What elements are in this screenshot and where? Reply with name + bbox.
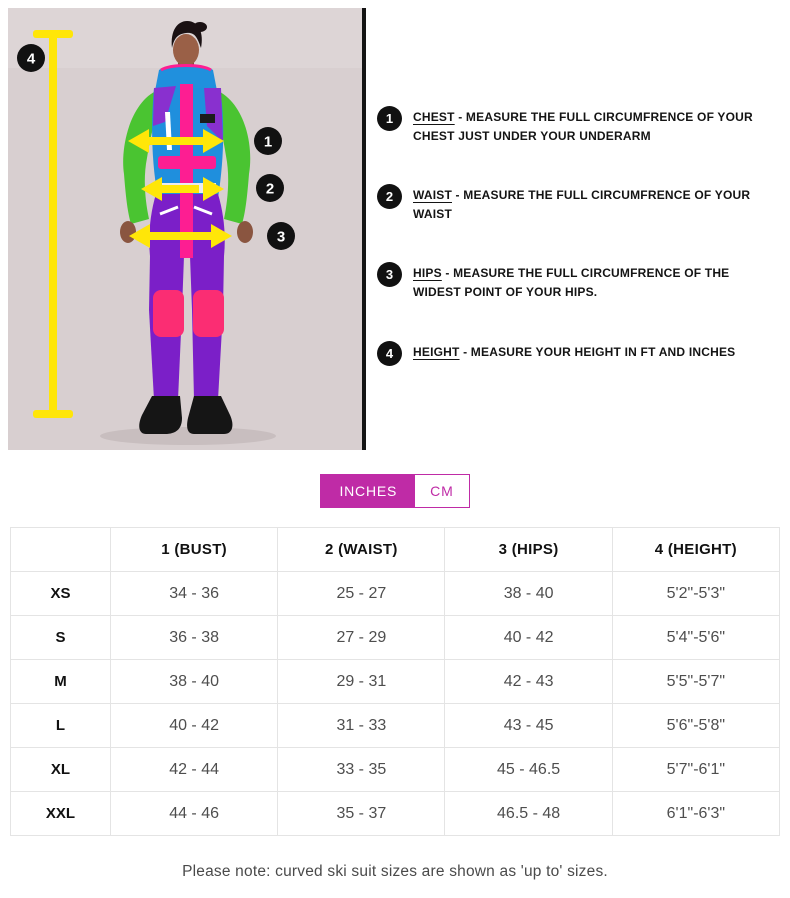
instruction-text: HIPS - MEASURE THE FULL CIRCUMFRENCE OF … — [413, 266, 730, 299]
hips-value: 42 - 43 — [444, 659, 613, 704]
height-measure-line — [33, 30, 73, 418]
waist-measure-arrow — [141, 177, 224, 201]
header-hips: 3 (HIPS) — [444, 527, 613, 572]
instruction-hips: 3 HIPS - MEASURE THE FULL CIRCUMFRENCE O… — [377, 262, 773, 301]
height-value: 5'6"-5'8" — [611, 703, 781, 748]
waist-value: 35 - 37 — [277, 791, 446, 836]
table-row-xxl: XXL 44 - 46 35 - 37 46.5 - 48 6'1"-6'3" — [10, 791, 781, 836]
instruction-chest: 1 CHEST - MEASURE THE FULL CIRCUMFRENCE … — [377, 106, 773, 145]
waist-value: 25 - 27 — [277, 571, 446, 616]
size-label: L — [10, 703, 111, 748]
instruction-number-badge: 4 — [377, 340, 402, 366]
svg-text:4: 4 — [27, 51, 36, 68]
size-label: S — [10, 615, 111, 660]
hips-value: 40 - 42 — [444, 615, 613, 660]
bust-value: 38 - 40 — [109, 659, 279, 704]
instruction-height: 4 HEIGHT - MEASURE YOUR HEIGHT IN FT AND… — [377, 340, 773, 366]
inches-tab[interactable]: INCHES — [321, 475, 416, 507]
waist-value: 27 - 29 — [277, 615, 446, 660]
measurement-instructions: 1 CHEST - MEASURE THE FULL CIRCUMFRENCE … — [377, 106, 773, 366]
instruction-text: HEIGHT - MEASURE YOUR HEIGHT IN FT AND I… — [413, 344, 736, 359]
size-label: M — [10, 659, 111, 704]
size-chart-table: 1 (BUST) 2 (WAIST) 3 (HIPS) 4 (HEIGHT) X… — [10, 527, 781, 836]
instruction-text: WAIST - MEASURE THE FULL CIRCUMFRENCE OF… — [413, 188, 751, 221]
size-label: XL — [10, 747, 111, 792]
bust-value: 36 - 38 — [109, 615, 279, 660]
table-row-s: S 36 - 38 27 - 29 40 - 42 5'4"-5'6" — [10, 615, 781, 660]
size-label: XXL — [10, 791, 111, 836]
chest-measure-arrow — [128, 129, 224, 153]
hips-value: 38 - 40 — [444, 571, 613, 616]
height-value: 6'1"-6'3" — [611, 791, 781, 836]
height-value: 5'7"-6'1" — [611, 747, 781, 792]
table-row-xl: XL 42 - 44 33 - 35 45 - 46.5 5'7"-6'1" — [10, 747, 781, 792]
instruction-text: CHEST - MEASURE THE FULL CIRCUMFRENCE OF… — [413, 110, 753, 143]
instruction-number-badge: 3 — [377, 262, 402, 288]
bust-value: 34 - 36 — [109, 571, 279, 616]
table-row-m: M 38 - 40 29 - 31 42 - 43 5'5"-5'7" — [10, 659, 781, 704]
table-row-l: L 40 - 42 31 - 33 43 - 45 5'6"-5'8" — [10, 703, 781, 748]
measurement-guide-section: 4 1 2 3 1 CHEST - MEASURE THE FULL CIRCU… — [8, 8, 773, 450]
hips-value: 45 - 46.5 — [444, 747, 613, 792]
svg-text:3: 3 — [277, 229, 285, 246]
hips-measure-arrow — [129, 224, 232, 248]
unit-toggle: INCHES CM — [320, 474, 470, 508]
table-header-row: 1 (BUST) 2 (WAIST) 3 (HIPS) 4 (HEIGHT) — [10, 527, 781, 572]
marker-badge-waist: 2 — [256, 174, 284, 202]
ski-suit-illustration: 4 1 2 3 — [8, 8, 366, 450]
height-value: 5'5"-5'7" — [611, 659, 781, 704]
ski-suit-model-photo: 4 1 2 3 — [8, 8, 366, 450]
instruction-number-badge: 2 — [377, 184, 402, 210]
header-waist: 2 (WAIST) — [277, 527, 446, 572]
header-bust: 1 (BUST) — [109, 527, 279, 572]
hips-value: 43 - 45 — [444, 703, 613, 748]
height-value: 5'4"-5'6" — [611, 615, 781, 660]
bust-value: 40 - 42 — [109, 703, 279, 748]
waist-value: 33 - 35 — [277, 747, 446, 792]
waist-value: 29 - 31 — [277, 659, 446, 704]
height-value: 5'2"-5'3" — [611, 571, 781, 616]
cm-tab[interactable]: CM — [415, 475, 469, 507]
hips-value: 46.5 - 48 — [444, 791, 613, 836]
marker-badge-hips: 3 — [267, 222, 295, 250]
header-size — [10, 527, 111, 572]
svg-text:2: 2 — [266, 181, 274, 198]
waist-value: 31 - 33 — [277, 703, 446, 748]
instruction-waist: 2 WAIST - MEASURE THE FULL CIRCUMFRENCE … — [377, 184, 773, 223]
marker-badge-chest: 1 — [254, 127, 282, 155]
instruction-number-badge: 1 — [377, 106, 402, 131]
unit-toggle-row: INCHES CM — [0, 474, 790, 508]
sizing-note: Please note: curved ski suit sizes are s… — [182, 863, 608, 880]
marker-badge-height: 4 — [17, 44, 45, 72]
bust-value: 42 - 44 — [109, 747, 279, 792]
header-height: 4 (HEIGHT) — [611, 527, 781, 572]
bust-value: 44 - 46 — [109, 791, 279, 836]
table-row-xs: XS 34 - 36 25 - 27 38 - 40 5'2"-5'3" — [10, 571, 781, 616]
size-label: XS — [10, 571, 111, 616]
svg-text:1: 1 — [264, 134, 272, 151]
photo-edge-line — [362, 8, 366, 450]
